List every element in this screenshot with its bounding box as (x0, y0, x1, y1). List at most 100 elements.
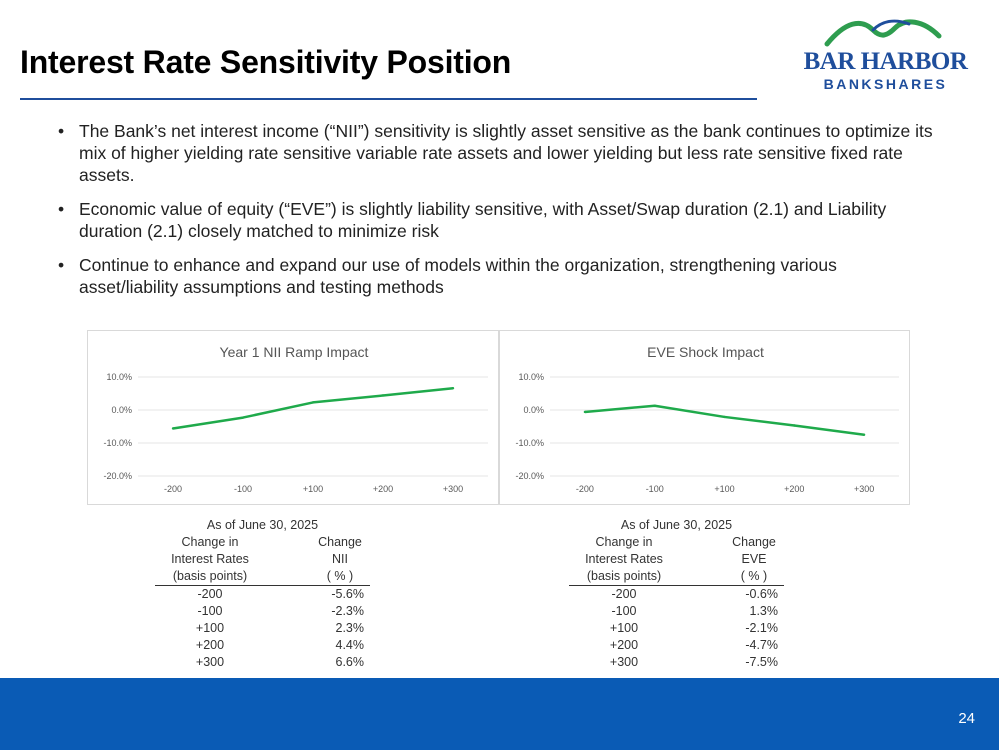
header-cell: Interest Rates (585, 552, 663, 566)
x-tick-label: +200 (784, 484, 804, 494)
table-row: +200 4.4% (155, 637, 370, 654)
y-tick-label: 0.0% (523, 405, 544, 415)
value-cell: -2.1% (745, 621, 778, 635)
mountain-icon (824, 19, 942, 47)
data-point (451, 387, 455, 390)
data-point (311, 401, 315, 404)
data-point (793, 424, 796, 427)
data-point (171, 427, 175, 430)
data-point (583, 410, 587, 414)
value-cell: -0.6% (745, 587, 778, 601)
header-cell: ( % ) (326, 569, 354, 583)
data-point (381, 394, 385, 397)
chart-title: EVE Shock Impact (647, 344, 764, 360)
table-row: -100 -2.3% (155, 603, 370, 620)
bullet-item: The Bank’s net interest income (“NII”) s… (58, 120, 938, 186)
table-header-row: Interest Rates EVE (569, 551, 784, 568)
header-cell: ( % ) (740, 569, 768, 583)
y-tick-label: -20.0% (103, 471, 132, 481)
table-row: -100 1.3% (569, 603, 784, 620)
x-tick-label: +300 (854, 484, 874, 494)
value-cell: -5.6% (331, 587, 364, 601)
x-tick-label: +100 (714, 484, 734, 494)
rate-cell: +100 (609, 621, 639, 635)
table-row: +100 -2.1% (569, 620, 784, 637)
rate-cell: +200 (195, 638, 225, 652)
footer-bar: 24 (0, 678, 999, 750)
table-row: +100 2.3% (155, 620, 370, 637)
header-cell: (basis points) (172, 569, 248, 583)
x-tick-label: -200 (164, 484, 182, 494)
header-cell: (basis points) (586, 569, 662, 583)
rate-cell: -200 (197, 587, 223, 601)
table-as-of: As of June 30, 2025 (620, 518, 733, 532)
y-tick-label: 10.0% (518, 372, 544, 382)
header-cell: NII (332, 552, 348, 566)
bullet-item: Economic value of equity (“EVE”) is slig… (58, 198, 938, 242)
table-header-row: Interest Rates NII (155, 551, 370, 568)
logo-subtitle: BANKSHARES (823, 76, 948, 92)
value-cell: 1.3% (749, 604, 779, 618)
series-line (172, 386, 454, 430)
bullet-item: Continue to enhance and expand our use o… (58, 254, 938, 298)
eve-chart: EVE Shock Impact 10.0% 0.0% -10.0% -20.0% -20… (499, 330, 910, 505)
data-point (653, 404, 656, 407)
x-tick-label: -200 (576, 484, 594, 494)
table-header-row: Change in Change (569, 534, 784, 551)
nii-table: As of June 30, 2025 Change in Change Int… (155, 517, 370, 671)
y-tick-label: -10.0% (103, 438, 132, 448)
value-cell: -2.3% (331, 604, 364, 618)
table-header-row: (basis points) ( % ) (155, 568, 370, 585)
x-tick-label: -100 (646, 484, 664, 494)
bar-harbor-logo: BAR HARBOR BANKSHARES (795, 14, 975, 94)
rate-cell: +300 (609, 655, 639, 669)
header-cell: EVE (741, 552, 767, 566)
x-tick-label: +200 (373, 484, 393, 494)
table-row: +200 -4.7% (569, 637, 784, 654)
table-rule (155, 585, 370, 586)
header-cell: Interest Rates (171, 552, 249, 566)
nii-chart-svg: Year 1 NII Ramp Impact 10.0% 0.0% -10.0% -20… (103, 344, 488, 494)
data-point (723, 415, 726, 419)
value-cell: -7.5% (745, 655, 778, 669)
table-header-row: Change in Change (155, 534, 370, 551)
title-divider (20, 98, 757, 100)
y-tick-label: 0.0% (111, 405, 132, 415)
chart-title: Year 1 NII Ramp Impact (220, 344, 369, 360)
rate-cell: +100 (195, 621, 225, 635)
y-tick-label: -20.0% (515, 471, 544, 481)
x-tick-label: -100 (234, 484, 252, 494)
slide-title: Interest Rate Sensitivity Position (20, 44, 512, 80)
table-row: +300 -7.5% (569, 654, 784, 671)
rate-cell: -200 (611, 587, 637, 601)
table-as-of: As of June 30, 2025 (206, 518, 319, 532)
table-header-row: (basis points) ( % ) (569, 568, 784, 585)
y-tick-label: 10.0% (106, 372, 132, 382)
x-tick-label: +300 (443, 484, 463, 494)
table-row: +300 6.6% (155, 654, 370, 671)
value-cell: 2.3% (335, 621, 365, 635)
table-row: -200 -0.6% (569, 586, 784, 603)
value-cell: 6.6% (335, 655, 365, 669)
table-rule (569, 585, 784, 586)
eve-chart-svg: EVE Shock Impact 10.0% 0.0% -10.0% -20.0% -20… (515, 344, 899, 494)
header-cell: Change in (181, 535, 239, 549)
data-point (241, 416, 245, 419)
header-cell: Change in (595, 535, 653, 549)
rate-cell: -100 (197, 604, 223, 618)
data-point (862, 433, 866, 436)
page-number: 24 (958, 710, 975, 727)
y-tick-label: -10.0% (515, 438, 544, 448)
header-cell: Change (732, 535, 776, 549)
bullet-list: The Bank’s net interest income (“NII”) s… (58, 120, 938, 310)
x-tick-label: +100 (303, 484, 323, 494)
nii-chart: Year 1 NII Ramp Impact 10.0% 0.0% -10.0% -20… (87, 330, 499, 505)
header-cell: Change (318, 535, 362, 549)
eve-table: As of June 30, 2025 Change in Change Int… (569, 517, 784, 671)
logo-wordmark: BAR HARBOR (803, 48, 968, 75)
table-row: -200 -5.6% (155, 586, 370, 603)
rate-cell: -100 (611, 604, 637, 618)
value-cell: -4.7% (745, 638, 778, 652)
rate-cell: +200 (609, 638, 639, 652)
value-cell: 4.4% (335, 638, 365, 652)
